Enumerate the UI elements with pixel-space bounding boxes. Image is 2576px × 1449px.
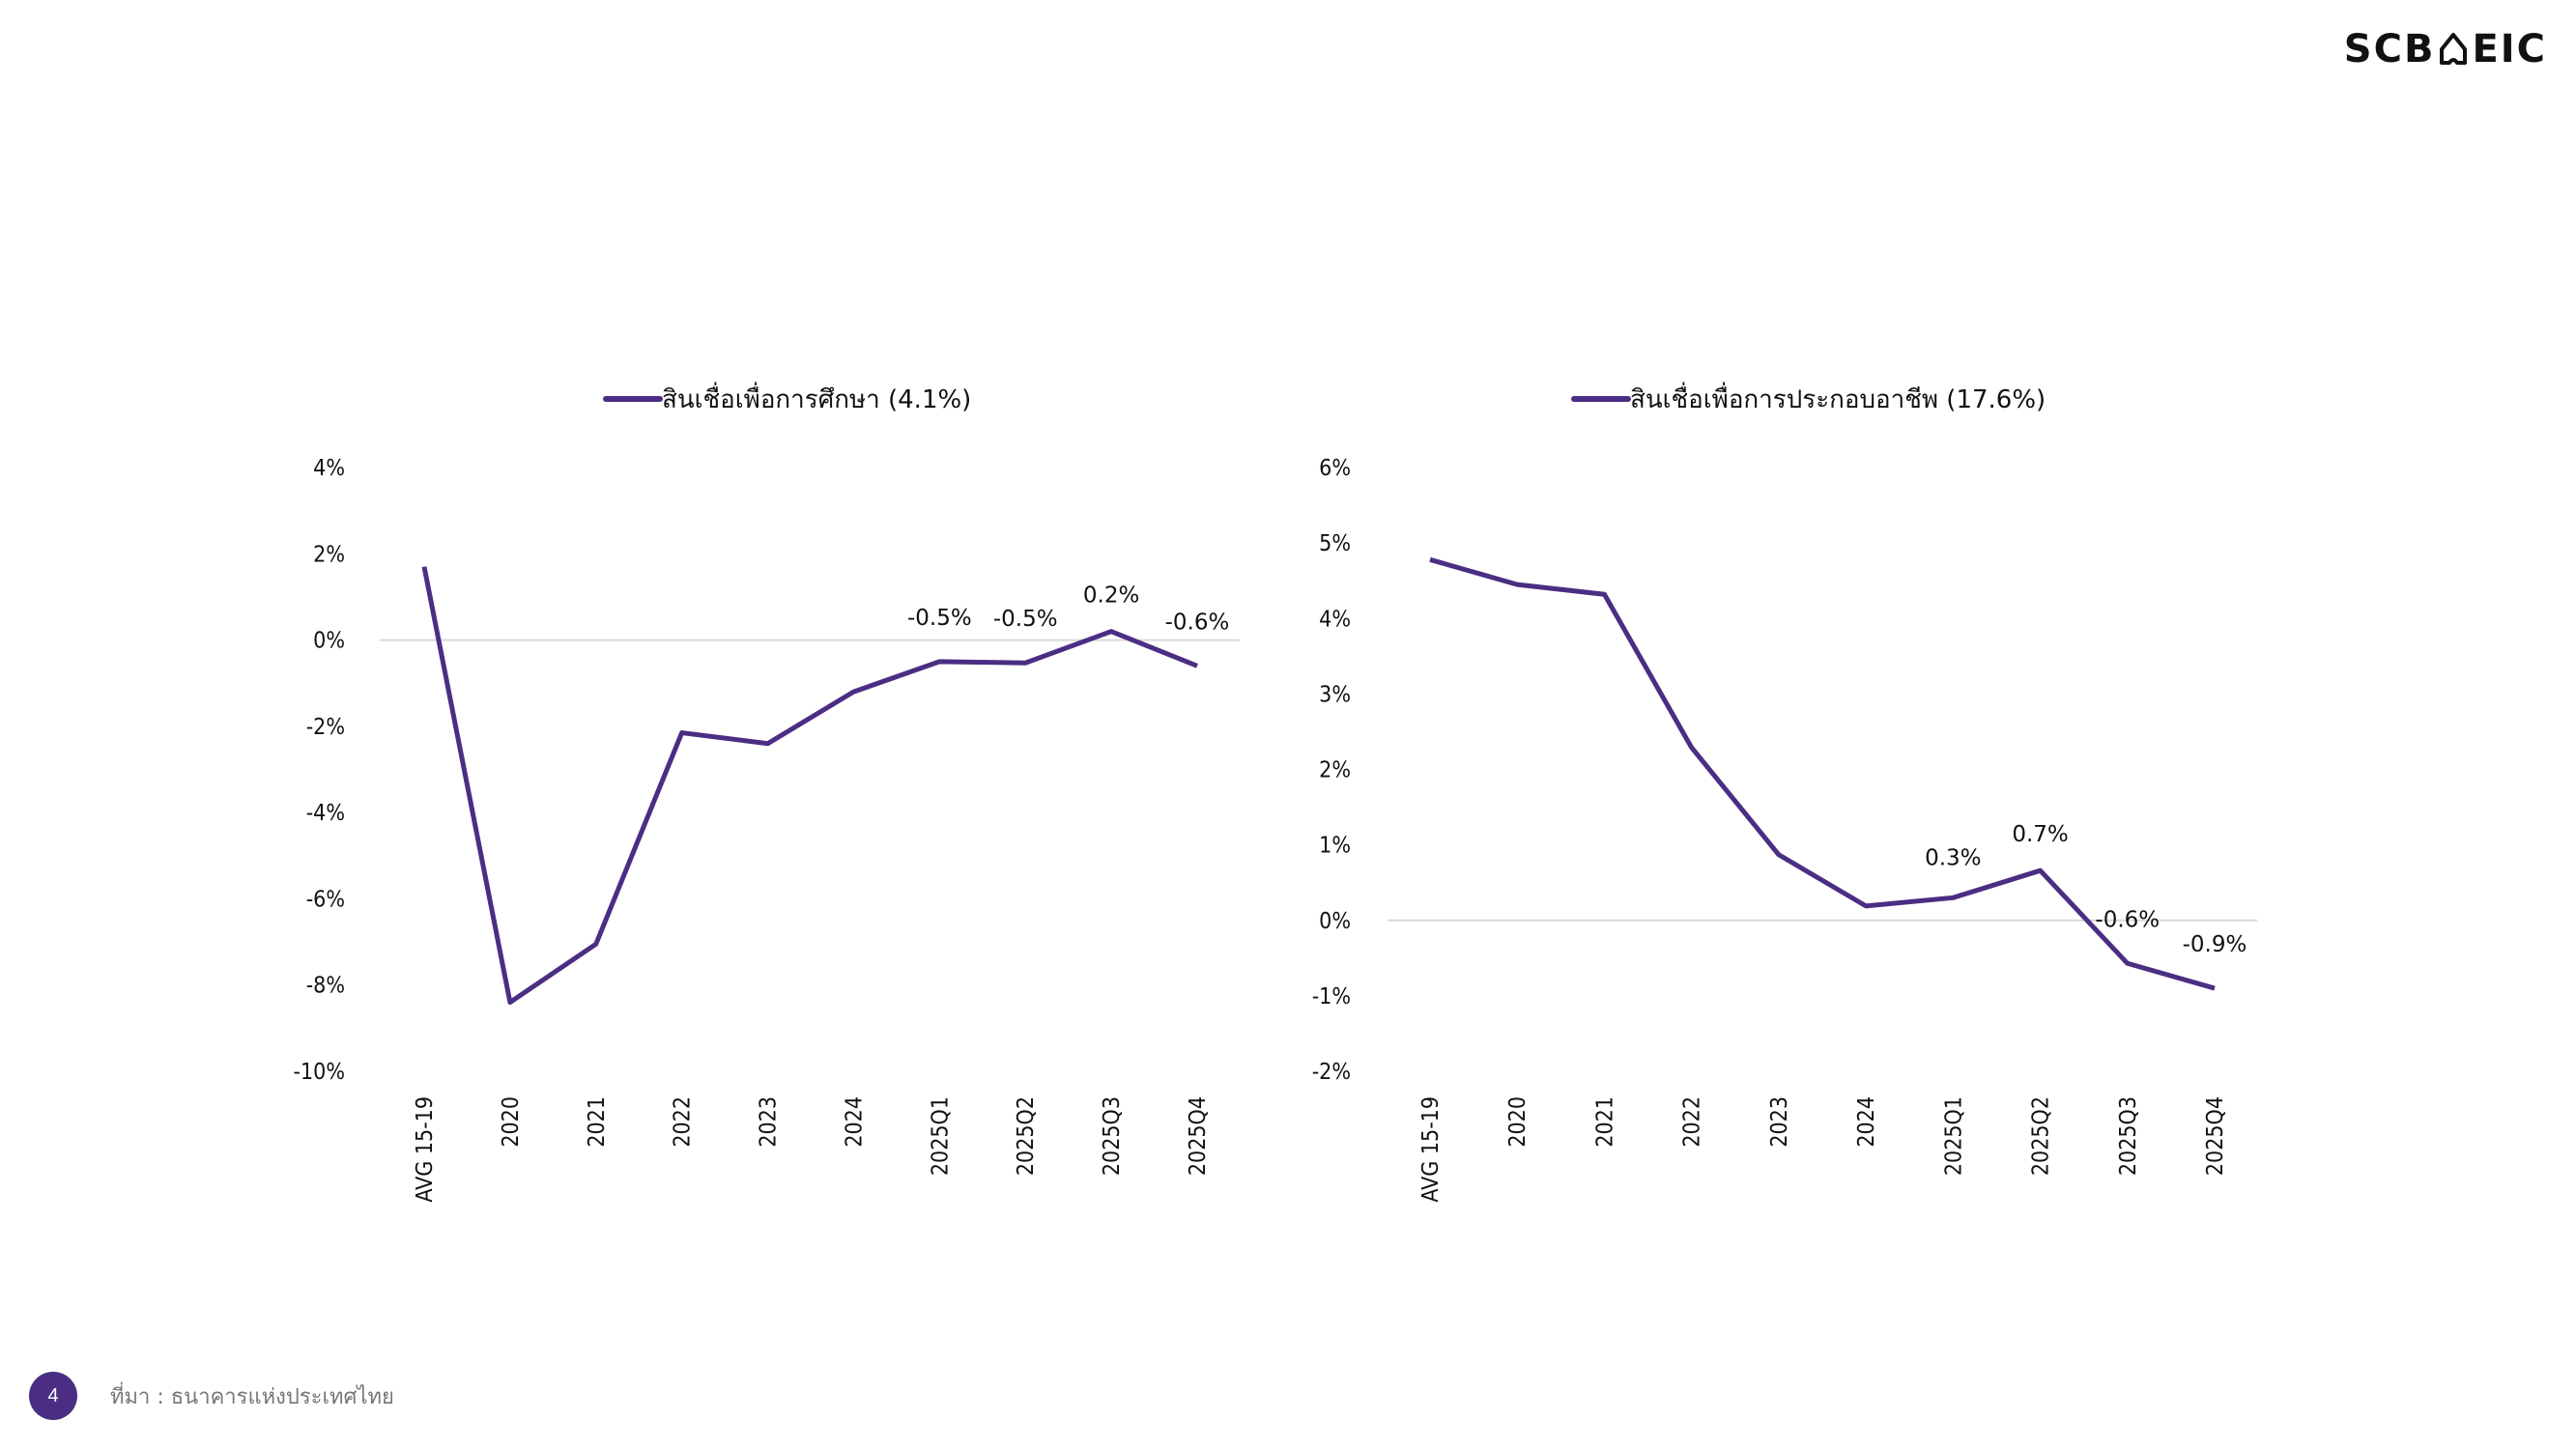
x-tick-label: 2025Q2 xyxy=(2029,1096,2054,1176)
chart-education-loans: สินเชื่อเพื่อการศึกษา (4.1%) 4% 2% 0% -2% -4%… xyxy=(294,382,1240,1203)
x-tick-label: 2025Q3 xyxy=(1100,1096,1125,1176)
x-tick-label: 2024 xyxy=(1854,1096,1879,1148)
y-tick-label: 6% xyxy=(1319,456,1351,481)
y-tick-label: 4% xyxy=(313,456,345,481)
x-tick-label: 2025Q2 xyxy=(1014,1096,1039,1176)
data-label: -0.5% xyxy=(993,607,1058,632)
logo-text-left: SCB xyxy=(2343,27,2436,71)
legend-label: สินเชื่อเพื่อการศึกษา (4.1%) xyxy=(662,382,971,414)
x-tick-label: 2021 xyxy=(1592,1096,1617,1148)
chart-occupation-loans: สินเชื่อเพื่อการประกอบอาชีพ (17.6%) 6% 5% 4… xyxy=(1312,382,2257,1203)
x-tick-label: AVG 15-19 xyxy=(413,1096,438,1203)
series-line xyxy=(421,566,1198,1006)
data-label: -0.6% xyxy=(2095,907,2160,932)
house-icon xyxy=(2440,33,2468,65)
data-label: 0.3% xyxy=(1925,845,1981,870)
y-tick-label: -1% xyxy=(1312,984,1351,1009)
y-tick-label: 3% xyxy=(1319,682,1351,707)
y-tick-label: -10% xyxy=(294,1060,345,1085)
y-tick-label: -4% xyxy=(306,801,345,826)
x-tick-label: 2025Q4 xyxy=(1186,1096,1211,1176)
x-tick-label: 2020 xyxy=(1505,1096,1531,1148)
x-tick-label: 2025Q4 xyxy=(2203,1096,2228,1176)
data-label: 0.2% xyxy=(1083,583,1139,609)
y-tick-label: -2% xyxy=(306,715,345,740)
y-tick-label: 2% xyxy=(313,542,345,567)
data-label: -0.6% xyxy=(1165,610,1230,635)
x-tick-label: 2022 xyxy=(1680,1096,1705,1148)
y-tick-label: 5% xyxy=(1319,531,1351,556)
x-tick-label: 2021 xyxy=(585,1096,610,1148)
y-tick-label: -8% xyxy=(306,974,345,999)
x-tick-label: 2023 xyxy=(757,1096,782,1148)
x-tick-label: 2022 xyxy=(671,1096,696,1148)
x-tick-label: 2025Q1 xyxy=(928,1096,953,1176)
y-tick-label: 0% xyxy=(1319,909,1351,934)
series-line xyxy=(1429,556,2216,991)
x-tick-label: 2020 xyxy=(499,1096,524,1148)
x-tick-label: AVG 15-19 xyxy=(1418,1096,1444,1203)
y-tick-label: -6% xyxy=(306,887,345,912)
y-tick-label: 2% xyxy=(1319,758,1351,783)
footer: 4 ที่มา : ธนาคารแห่งประเทศไทย xyxy=(29,1372,394,1420)
data-label: -0.9% xyxy=(2183,932,2247,957)
x-tick-label: 2025Q1 xyxy=(1941,1096,1966,1176)
y-tick-label: 0% xyxy=(313,629,345,654)
y-tick-label: -2% xyxy=(1312,1060,1351,1085)
x-tick-label: 2025Q3 xyxy=(2116,1096,2141,1176)
logo-text-right: EIC xyxy=(2472,27,2547,71)
x-tick-label: 2023 xyxy=(1767,1096,1792,1148)
scb-eic-logo: SCB EIC xyxy=(2344,27,2547,71)
source-note: ที่มา : ธนาคารแห่งประเทศไทย xyxy=(110,1384,394,1409)
page-number-badge: 4 xyxy=(29,1372,77,1420)
data-label: 0.7% xyxy=(2012,822,2068,847)
x-tick-label: 2024 xyxy=(842,1096,867,1148)
y-tick-label: 1% xyxy=(1319,834,1351,859)
y-tick-label: 4% xyxy=(1319,607,1351,632)
data-label: -0.5% xyxy=(907,606,972,631)
legend-label: สินเชื่อเพื่อการประกอบอาชีพ (17.6%) xyxy=(1630,382,2046,414)
